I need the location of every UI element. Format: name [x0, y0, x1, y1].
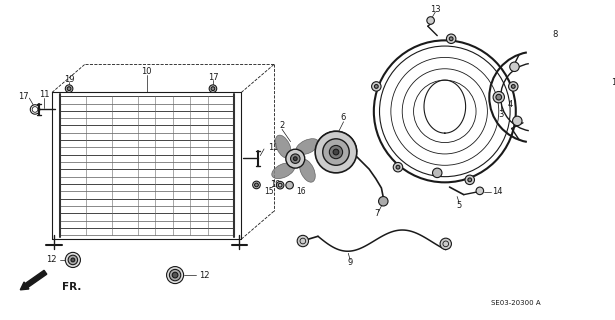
Circle shape: [330, 145, 343, 159]
Circle shape: [253, 181, 260, 189]
Text: 12: 12: [199, 271, 209, 280]
Text: 11: 11: [268, 143, 279, 152]
Text: 15: 15: [264, 187, 274, 196]
Text: 13: 13: [430, 5, 441, 14]
Circle shape: [276, 181, 284, 189]
Circle shape: [509, 82, 518, 91]
Circle shape: [65, 85, 73, 92]
Circle shape: [323, 139, 349, 165]
Circle shape: [286, 181, 293, 189]
Circle shape: [315, 131, 357, 173]
Circle shape: [255, 183, 258, 187]
Circle shape: [493, 92, 504, 103]
Text: FR.: FR.: [63, 282, 82, 292]
Text: 4: 4: [507, 100, 513, 109]
Circle shape: [172, 272, 178, 278]
Circle shape: [211, 87, 215, 91]
Circle shape: [293, 157, 297, 161]
Circle shape: [476, 187, 483, 195]
Circle shape: [167, 267, 184, 284]
Circle shape: [375, 84, 378, 88]
Text: 8: 8: [553, 30, 558, 39]
Circle shape: [169, 269, 181, 281]
Circle shape: [209, 85, 216, 92]
Text: 19: 19: [270, 180, 280, 189]
Text: 11: 11: [39, 90, 50, 99]
Ellipse shape: [272, 163, 295, 179]
Text: 19: 19: [64, 75, 74, 84]
Text: 12: 12: [46, 255, 57, 264]
Text: 3: 3: [498, 110, 503, 119]
Circle shape: [396, 165, 400, 169]
Circle shape: [65, 252, 81, 268]
Circle shape: [427, 17, 434, 24]
Circle shape: [286, 149, 305, 168]
Text: 17: 17: [208, 73, 218, 82]
Circle shape: [67, 87, 71, 91]
FancyArrow shape: [20, 270, 47, 290]
Circle shape: [379, 196, 388, 206]
Text: SE03-20300 A: SE03-20300 A: [491, 300, 541, 307]
Circle shape: [465, 175, 474, 185]
Text: 2: 2: [279, 121, 285, 130]
Circle shape: [71, 258, 75, 262]
Circle shape: [512, 116, 522, 126]
Circle shape: [510, 62, 519, 71]
Circle shape: [297, 235, 309, 247]
Text: 9: 9: [347, 258, 353, 267]
Circle shape: [468, 178, 472, 182]
Text: 14: 14: [492, 187, 502, 196]
Circle shape: [512, 84, 515, 88]
Circle shape: [290, 154, 300, 164]
Circle shape: [371, 82, 381, 91]
Circle shape: [598, 85, 608, 94]
Circle shape: [68, 255, 77, 265]
Text: 7: 7: [374, 209, 379, 218]
Circle shape: [450, 37, 453, 41]
Ellipse shape: [296, 139, 319, 155]
Circle shape: [333, 149, 339, 155]
Text: 6: 6: [341, 114, 346, 123]
Circle shape: [440, 238, 451, 250]
Circle shape: [393, 163, 403, 172]
Text: 18: 18: [611, 78, 615, 87]
Text: 16: 16: [296, 187, 306, 196]
Ellipse shape: [276, 135, 291, 158]
Circle shape: [432, 168, 442, 178]
Circle shape: [446, 34, 456, 44]
Ellipse shape: [300, 159, 315, 182]
Text: 10: 10: [141, 67, 152, 76]
Text: 17: 17: [18, 92, 29, 101]
Circle shape: [496, 94, 502, 100]
Text: 5: 5: [456, 202, 462, 211]
